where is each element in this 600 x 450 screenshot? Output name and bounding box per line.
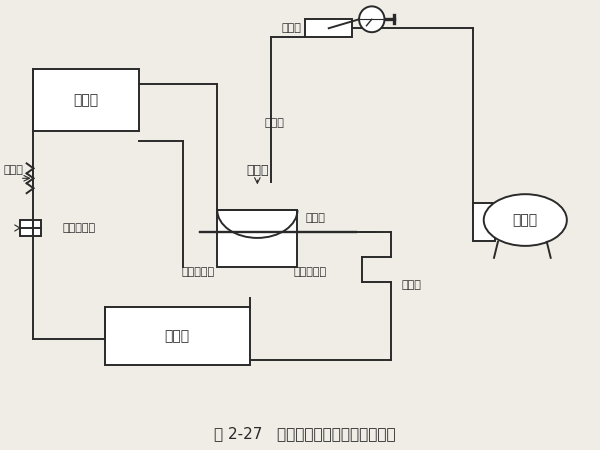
Text: 充气管: 充气管 bbox=[264, 117, 284, 128]
Text: 工艺管: 工艺管 bbox=[305, 213, 325, 223]
Text: 干燥过滤器: 干燥过滤器 bbox=[63, 223, 96, 233]
Ellipse shape bbox=[484, 194, 567, 246]
Text: 除露管: 除露管 bbox=[401, 279, 421, 290]
Bar bbox=[20, 220, 41, 236]
Text: 低压吸气管: 低压吸气管 bbox=[181, 267, 214, 277]
Text: 毛细管: 毛细管 bbox=[4, 165, 23, 176]
Bar bbox=[473, 203, 495, 241]
Text: 真空泵: 真空泵 bbox=[513, 213, 538, 227]
Bar bbox=[34, 69, 139, 130]
Text: 三通阀: 三通阀 bbox=[281, 23, 301, 33]
Bar bbox=[105, 307, 250, 365]
Text: 压缩机: 压缩机 bbox=[246, 164, 269, 177]
Text: 高压排气管: 高压排气管 bbox=[293, 267, 327, 277]
Text: 图 2-27   单侧抽真空系统连接图（一）: 图 2-27 单侧抽真空系统连接图（一） bbox=[214, 426, 396, 441]
Circle shape bbox=[359, 6, 385, 32]
Bar bbox=[305, 19, 352, 37]
Text: 冷凝器: 冷凝器 bbox=[164, 329, 190, 343]
Polygon shape bbox=[217, 210, 298, 267]
Text: 蒸发器: 蒸发器 bbox=[74, 93, 99, 107]
